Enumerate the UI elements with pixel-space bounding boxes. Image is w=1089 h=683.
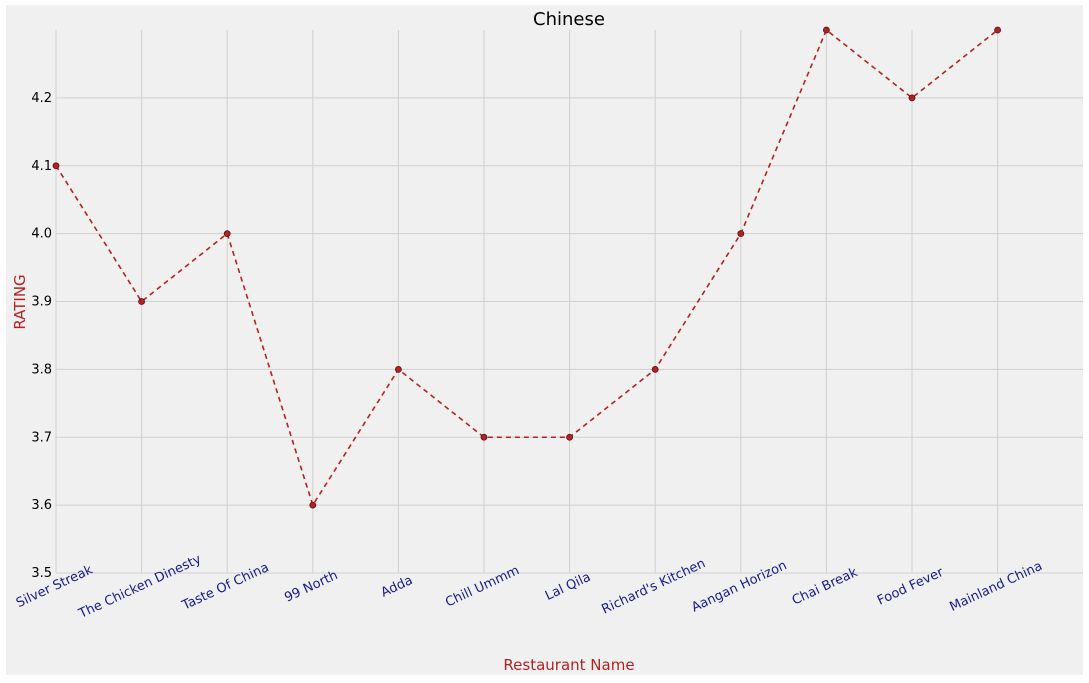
chart-title: Chinese	[533, 9, 605, 30]
data-point	[823, 26, 830, 34]
y-tick-label: 3.5	[31, 566, 52, 581]
data-point	[994, 26, 1001, 34]
y-tick-label: 3.8	[31, 362, 52, 377]
data-point	[309, 501, 317, 509]
data-point	[908, 94, 916, 102]
y-tick-label: 4.1	[31, 159, 52, 174]
data-point	[480, 433, 488, 441]
y-axis-ticks: 3.5 3.6 3.7 3.8 3.9 4.0 4.1 4.2	[31, 91, 52, 581]
series-line	[55, 28, 999, 508]
y-tick-label: 3.7	[31, 430, 52, 445]
y-tick-label: 4.2	[31, 91, 52, 106]
y-tick-label: 3.9	[31, 295, 52, 310]
y-tick-label: 3.6	[31, 498, 52, 513]
y-axis-label: RATING	[11, 274, 29, 329]
data-point	[394, 365, 402, 373]
y-tick-label: 4.0	[31, 227, 52, 242]
data-point	[566, 433, 573, 441]
data-point	[138, 298, 146, 305]
data-points	[52, 26, 1001, 509]
data-point	[651, 365, 659, 373]
plot-area	[6, 5, 1083, 675]
x-axis-label: Restaurant Name	[503, 656, 634, 674]
series-line-layer	[55, 28, 999, 508]
data-point	[223, 230, 231, 238]
data-point	[52, 162, 60, 170]
data-point	[737, 230, 745, 238]
